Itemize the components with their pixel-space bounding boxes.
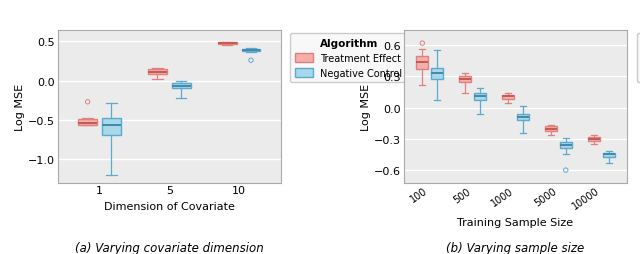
Bar (241, 49, 260, 52)
Bar (502, 95, 514, 99)
Bar (102, 118, 121, 135)
Bar (588, 137, 600, 142)
Point (246, 59, 256, 63)
Legend: Treatment Effect, Negative Control: Treatment Effect, Negative Control (637, 34, 640, 83)
X-axis label: Dimension of Covariate: Dimension of Covariate (104, 201, 235, 211)
Y-axis label: Log MSE: Log MSE (361, 83, 371, 130)
X-axis label: Training Sample Size: Training Sample Size (458, 217, 573, 227)
Point (83, 100, 93, 104)
Legend: Treatment Effect, Negative Control: Treatment Effect, Negative Control (291, 34, 408, 83)
Y-axis label: Log MSE: Log MSE (15, 83, 25, 130)
Text: (a) Varying covariate dimension: (a) Varying covariate dimension (75, 241, 264, 254)
Text: (b) Varying sample size: (b) Varying sample size (446, 241, 584, 254)
Bar (218, 43, 237, 45)
Bar (148, 70, 167, 74)
Bar (474, 93, 486, 101)
Bar (172, 84, 191, 89)
Bar (78, 120, 97, 125)
Bar (417, 57, 428, 69)
Point (561, 168, 571, 172)
Bar (545, 127, 557, 132)
Point (417, 42, 428, 46)
Bar (560, 142, 572, 149)
Bar (517, 114, 529, 120)
Bar (603, 153, 614, 157)
Bar (431, 69, 443, 80)
Bar (460, 77, 471, 83)
